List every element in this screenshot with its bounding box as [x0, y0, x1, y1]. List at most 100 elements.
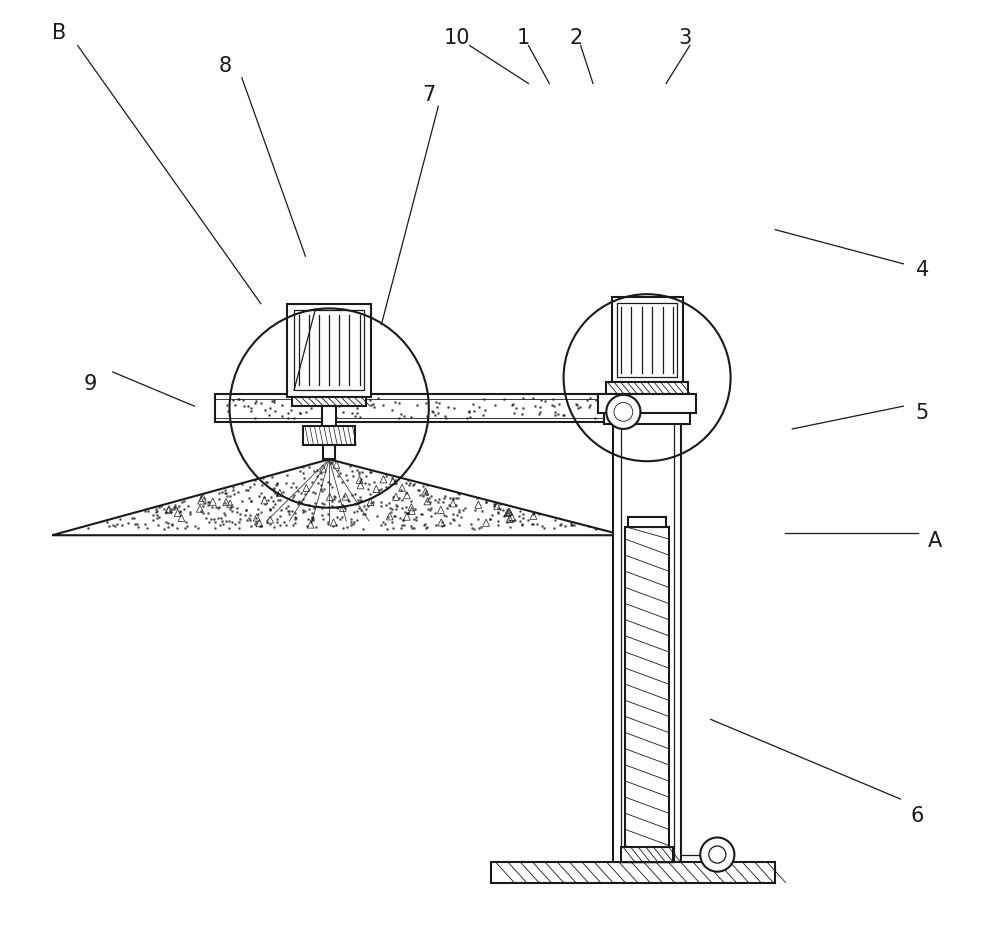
- Point: [272, 508, 288, 523]
- Point: [344, 394, 360, 409]
- Point: [320, 514, 336, 530]
- Point: [420, 502, 436, 517]
- Point: [167, 499, 183, 514]
- Point: [336, 398, 352, 413]
- Point: [324, 498, 340, 513]
- Point: [337, 500, 353, 515]
- Point: [253, 518, 269, 533]
- Point: [581, 399, 597, 414]
- Point: [301, 502, 317, 517]
- Point: [224, 504, 240, 519]
- Point: [320, 516, 336, 531]
- Point: [349, 463, 365, 478]
- Point: [221, 513, 237, 529]
- Point: [380, 510, 396, 525]
- Point: [512, 503, 528, 518]
- Polygon shape: [52, 459, 623, 535]
- Point: [262, 400, 278, 416]
- Point: [446, 512, 462, 527]
- Circle shape: [606, 395, 640, 429]
- Point: [547, 407, 563, 422]
- Point: [198, 511, 214, 526]
- Point: [248, 393, 264, 408]
- Point: [270, 486, 286, 501]
- Point: [307, 495, 323, 511]
- Point: [275, 485, 291, 500]
- Point: [582, 390, 598, 405]
- Point: [402, 475, 418, 491]
- Point: [394, 493, 410, 508]
- Point: [320, 474, 336, 490]
- Point: [352, 473, 368, 488]
- Point: [377, 517, 393, 532]
- Point: [525, 516, 541, 531]
- Point: [515, 400, 531, 416]
- Point: [514, 406, 530, 421]
- Point: [166, 499, 182, 514]
- Point: [304, 474, 320, 490]
- Point: [343, 512, 359, 527]
- Point: [211, 492, 227, 507]
- Point: [398, 500, 414, 515]
- Point: [213, 511, 229, 526]
- Point: [241, 511, 257, 526]
- Point: [231, 514, 247, 530]
- Point: [490, 500, 506, 515]
- Point: [550, 406, 566, 421]
- Point: [568, 397, 584, 412]
- Point: [436, 508, 452, 523]
- Point: [620, 407, 636, 422]
- Point: [612, 409, 628, 424]
- Point: [301, 459, 317, 474]
- Point: [525, 391, 541, 406]
- Point: [437, 409, 453, 424]
- Point: [339, 473, 355, 488]
- Point: [490, 518, 506, 533]
- Bar: [303, 426, 355, 445]
- Point: [361, 476, 377, 492]
- Point: [169, 500, 185, 515]
- Point: [373, 517, 389, 532]
- Point: [339, 519, 355, 534]
- Point: [223, 499, 239, 514]
- Point: [496, 391, 512, 406]
- Point: [355, 521, 371, 536]
- Point: [160, 520, 176, 535]
- Point: [217, 486, 233, 501]
- Point: [352, 493, 368, 509]
- Point: [482, 512, 498, 527]
- Point: [469, 491, 485, 506]
- Point: [307, 485, 323, 500]
- Point: [593, 403, 609, 419]
- Point: [451, 486, 467, 501]
- Point: [164, 517, 180, 532]
- Point: [363, 398, 379, 413]
- Point: [611, 398, 627, 413]
- Point: [602, 400, 618, 416]
- Point: [408, 512, 424, 528]
- Point: [236, 399, 252, 414]
- Point: [442, 491, 458, 506]
- Point: [269, 514, 285, 530]
- Point: [265, 499, 281, 514]
- Point: [419, 409, 435, 424]
- Point: [434, 518, 450, 533]
- Point: [451, 502, 467, 517]
- Point: [582, 398, 598, 413]
- Point: [313, 477, 329, 493]
- Point: [471, 520, 487, 535]
- Point: [287, 509, 303, 524]
- Point: [360, 482, 376, 497]
- Point: [225, 392, 241, 407]
- Point: [197, 495, 213, 511]
- Point: [320, 506, 336, 521]
- Point: [200, 497, 216, 512]
- Point: [230, 484, 246, 499]
- Point: [406, 512, 422, 527]
- Point: [428, 394, 444, 409]
- Point: [266, 395, 282, 410]
- Point: [176, 493, 192, 509]
- Point: [400, 473, 416, 488]
- Point: [391, 396, 407, 411]
- Point: [343, 514, 359, 530]
